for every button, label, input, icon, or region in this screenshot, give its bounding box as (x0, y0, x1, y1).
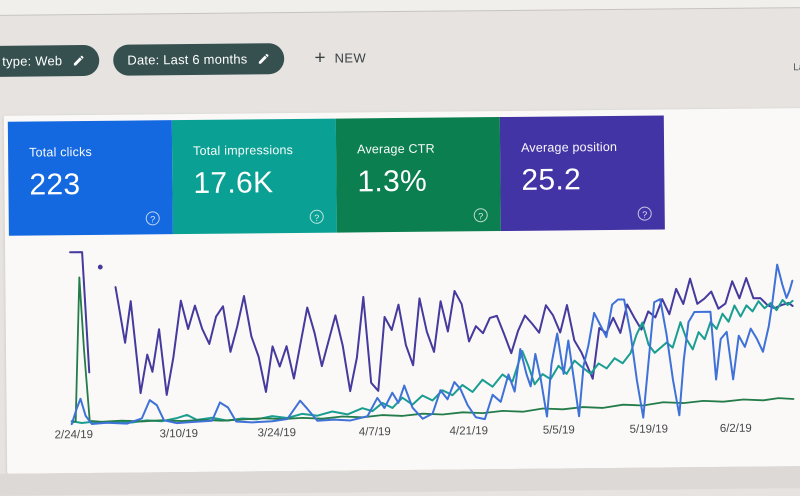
filter-toolbar: type: Web Date: Last 6 months + NEW La (0, 36, 800, 78)
search-type-chip-label: type: Web (2, 52, 63, 69)
x-axis-tick-label: 3/10/19 (159, 427, 199, 441)
performance-chart-area[interactable] (69, 242, 795, 426)
plus-icon: + (314, 47, 326, 69)
card-total-impressions[interactable]: Total impressions 17.6K ? (171, 118, 337, 235)
x-axis-tick-label: 4/21/19 (449, 425, 489, 438)
filter-chip-date-range[interactable]: Date: Last 6 months (113, 42, 285, 76)
x-axis-tick-label: 5/19/19 (629, 423, 669, 436)
series-dot (97, 264, 103, 270)
x-axis-tick-label: 5/5/19 (542, 424, 575, 437)
date-range-chip-label: Date: Last 6 months (127, 50, 248, 68)
help-icon[interactable]: ? (145, 211, 160, 226)
performance-panel: Total clicks 223 ? Total impressions 17.… (3, 108, 800, 474)
performance-chart-svg (69, 251, 795, 426)
clipped-edge-text: La (793, 62, 800, 74)
series-line-average-position (70, 298, 794, 425)
x-axis-tick-label: 6/2/19 (719, 422, 752, 435)
card-value: 1.3% (357, 164, 428, 199)
card-total-clicks[interactable]: Total clicks 223 ? (7, 120, 173, 236)
new-filter-button[interactable]: + NEW (308, 44, 372, 72)
help-icon[interactable]: ? (309, 209, 324, 224)
metric-cards-row: Total clicks 223 ? Total impressions 17.… (7, 115, 665, 236)
series-line-impressions (69, 251, 91, 374)
filter-chip-search-type[interactable]: type: Web (0, 44, 100, 77)
x-axis-tick-label: 3/24/19 (257, 427, 297, 440)
x-axis-tick-label: 2/24/19 (54, 428, 94, 442)
card-average-position[interactable]: Average position 25.2 ? (499, 115, 665, 232)
x-axis-labels: 2/24/19 3/10/19 3/24/19 4/7/19 4/21/19 5/5/19… (55, 422, 794, 447)
card-label: Total clicks (29, 144, 93, 160)
series-line-clicks (70, 263, 794, 426)
card-value: 17.6K (193, 166, 274, 200)
card-value: 25.2 (521, 163, 582, 197)
card-label: Average position (521, 139, 618, 155)
card-average-ctr[interactable]: Average CTR 1.3% ? (335, 117, 501, 233)
help-icon[interactable]: ? (473, 208, 488, 223)
new-filter-label: NEW (334, 49, 367, 66)
screen-top-bezel (0, 0, 800, 16)
series-line-impressions (114, 277, 794, 396)
card-label: Average CTR (357, 141, 435, 157)
help-icon[interactable]: ? (637, 206, 652, 221)
x-axis-tick-label: 4/7/19 (358, 426, 391, 439)
edit-icon (73, 55, 84, 65)
edit-icon (259, 53, 269, 64)
card-label: Total impressions (193, 143, 294, 158)
card-value: 223 (29, 168, 81, 202)
